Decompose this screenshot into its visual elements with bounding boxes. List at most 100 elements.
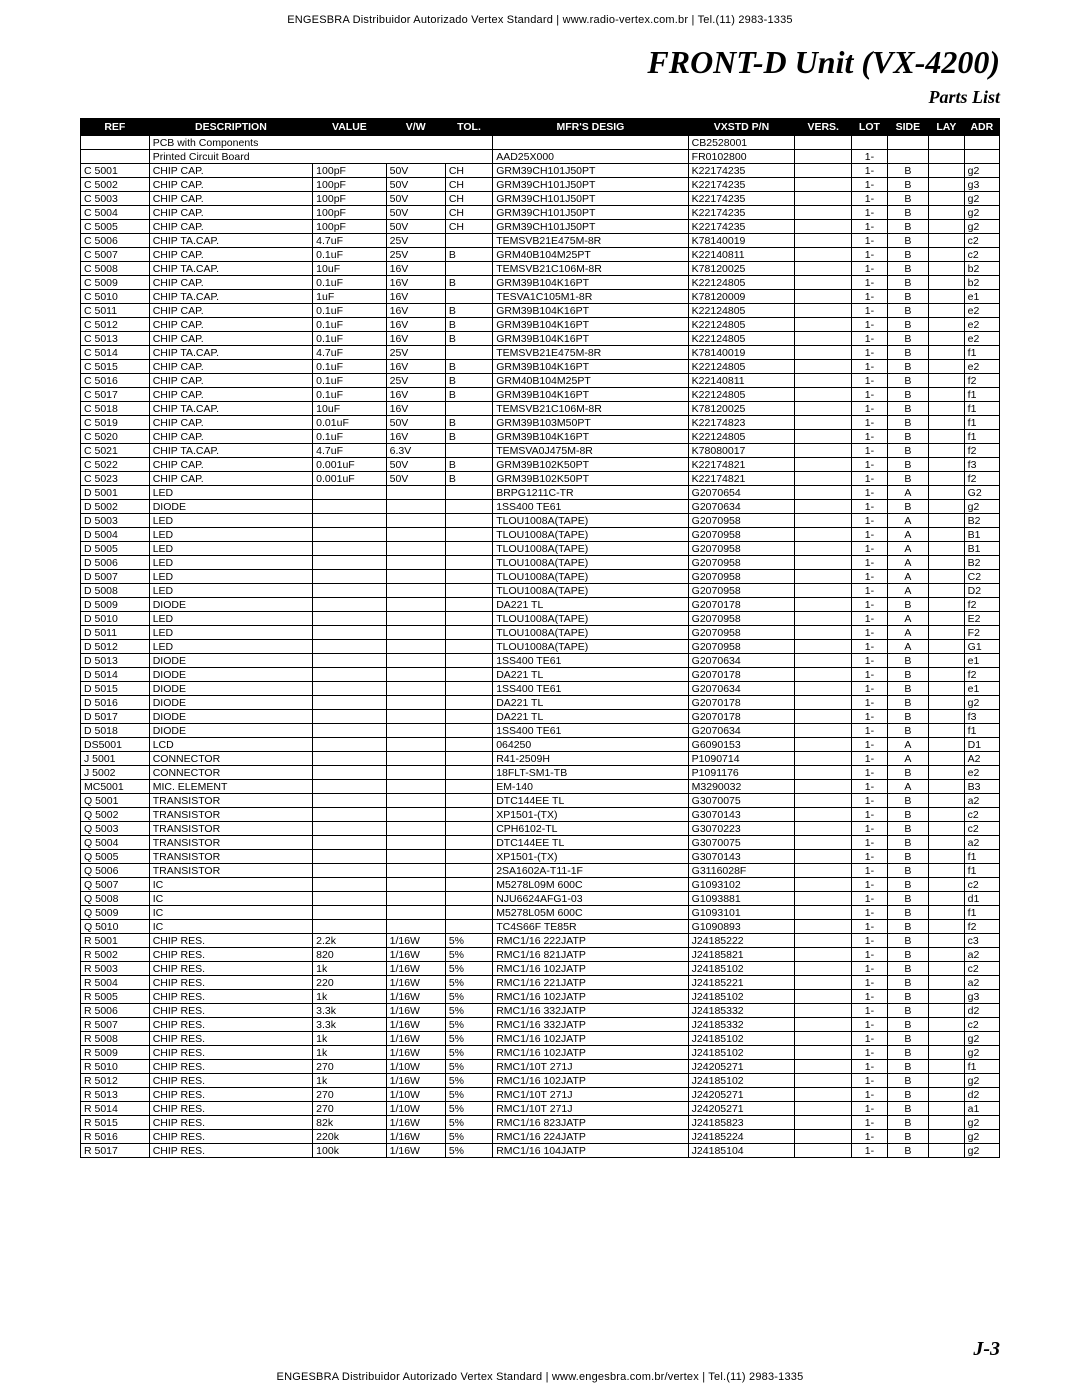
cell: G2070958 xyxy=(688,584,795,598)
table-row: DS5001LCD064250G60901531-AD1 xyxy=(81,738,1000,752)
cell: G1093101 xyxy=(688,906,795,920)
cell: B xyxy=(887,598,928,612)
cell xyxy=(445,514,492,528)
cell: LED xyxy=(149,486,312,500)
cell xyxy=(386,598,445,612)
cell: J24185102 xyxy=(688,1032,795,1046)
cell: 1k xyxy=(313,962,386,976)
cell: 1- xyxy=(852,962,888,976)
cell xyxy=(795,682,852,696)
cell xyxy=(929,836,965,850)
cell: C 5020 xyxy=(81,430,150,444)
cell: RMC1/16 102JATP xyxy=(493,1074,688,1088)
table-row: MC5001MIC. ELEMENTEM-140M32900321-AB3 xyxy=(81,780,1000,794)
cell: P1090714 xyxy=(688,752,795,766)
cell: K22174821 xyxy=(688,458,795,472)
cell xyxy=(795,864,852,878)
cell xyxy=(313,654,386,668)
cell: A xyxy=(887,640,928,654)
cell: TEMSVA0J475M-8R xyxy=(493,444,688,458)
cell xyxy=(795,654,852,668)
table-row: D 5010LEDTLOU1008A(TAPE)G20709581-AE2 xyxy=(81,612,1000,626)
cell: DA221 TL xyxy=(493,598,688,612)
cell: DIODE xyxy=(149,500,312,514)
cell: e2 xyxy=(964,318,999,332)
table-row: C 5016CHIP CAP.0.1uF25VBGRM40B104M25PTK2… xyxy=(81,374,1000,388)
table-row: Q 5008ICNJU6624AFG1-03G10938811-Bd1 xyxy=(81,892,1000,906)
cell: C 5006 xyxy=(81,234,150,248)
cell: R 5013 xyxy=(81,1088,150,1102)
cell: 1- xyxy=(852,626,888,640)
cell xyxy=(929,892,965,906)
cell xyxy=(795,780,852,794)
cell: TEMSVB21C106M-8R xyxy=(493,402,688,416)
cell: B xyxy=(887,1060,928,1074)
table-row: R 5008CHIP RES.1k1/16W5%RMC1/16 102JATPJ… xyxy=(81,1032,1000,1046)
cell xyxy=(386,878,445,892)
cell: C 5011 xyxy=(81,304,150,318)
cell: g2 xyxy=(964,1074,999,1088)
cell: 1- xyxy=(852,472,888,486)
cell: LED xyxy=(149,570,312,584)
cell: DTC144EE TL xyxy=(493,794,688,808)
cell: 1SS400 TE61 xyxy=(493,500,688,514)
cell xyxy=(929,780,965,794)
cell: RMC1/16 332JATP xyxy=(493,1004,688,1018)
cell: 1- xyxy=(852,206,888,220)
cell: 18FLT-SM1-TB xyxy=(493,766,688,780)
table-row: C 5021CHIP TA.CAP.4.7uF6.3VTEMSVA0J475M-… xyxy=(81,444,1000,458)
cell: D 5018 xyxy=(81,724,150,738)
cell: B xyxy=(887,892,928,906)
cell xyxy=(795,738,852,752)
cell xyxy=(445,892,492,906)
cell: G2070958 xyxy=(688,556,795,570)
cell: C 5019 xyxy=(81,416,150,430)
cell: R 5014 xyxy=(81,1102,150,1116)
cell: RMC1/16 102JATP xyxy=(493,990,688,1004)
cell xyxy=(795,164,852,178)
cell xyxy=(313,738,386,752)
cell: B xyxy=(887,976,928,990)
cell: GRM39B102K50PT xyxy=(493,458,688,472)
cell: 820 xyxy=(313,948,386,962)
cell: 10uF xyxy=(313,262,386,276)
cell: 1- xyxy=(852,444,888,458)
cell: B xyxy=(887,1102,928,1116)
cell: B xyxy=(445,472,492,486)
cell: D 5010 xyxy=(81,612,150,626)
cell: GRM39B104K16PT xyxy=(493,332,688,346)
cell xyxy=(929,304,965,318)
cell xyxy=(445,920,492,934)
cell: 1/16W xyxy=(386,1018,445,1032)
cell xyxy=(386,892,445,906)
cell: B xyxy=(887,430,928,444)
cell: R 5015 xyxy=(81,1116,150,1130)
cell: 1/16W xyxy=(386,962,445,976)
cell: 1- xyxy=(852,1074,888,1088)
cell: CHIP RES. xyxy=(149,962,312,976)
cell: f1 xyxy=(964,402,999,416)
cell: G2070958 xyxy=(688,640,795,654)
cell: 1- xyxy=(852,920,888,934)
cell xyxy=(445,626,492,640)
cell: 4.7uF xyxy=(313,234,386,248)
cell: A xyxy=(887,780,928,794)
cell xyxy=(313,598,386,612)
cell: 0.1uF xyxy=(313,360,386,374)
cell xyxy=(386,822,445,836)
cell xyxy=(929,528,965,542)
col-ref: REF xyxy=(81,119,150,136)
cell: 5% xyxy=(445,1074,492,1088)
cell: 5% xyxy=(445,1046,492,1060)
cell: R 5012 xyxy=(81,1074,150,1088)
cell: CH xyxy=(445,192,492,206)
cell: J24185221 xyxy=(688,976,795,990)
cell xyxy=(929,374,965,388)
cell xyxy=(445,640,492,654)
cell: 50V xyxy=(386,178,445,192)
table-row: C 5010CHIP TA.CAP.1uF16VTESVA1C105M1-8RK… xyxy=(81,290,1000,304)
cell: G3070143 xyxy=(688,808,795,822)
cell: K78140019 xyxy=(688,346,795,360)
cell: A2 xyxy=(964,752,999,766)
cell: GRM40B104M25PT xyxy=(493,248,688,262)
